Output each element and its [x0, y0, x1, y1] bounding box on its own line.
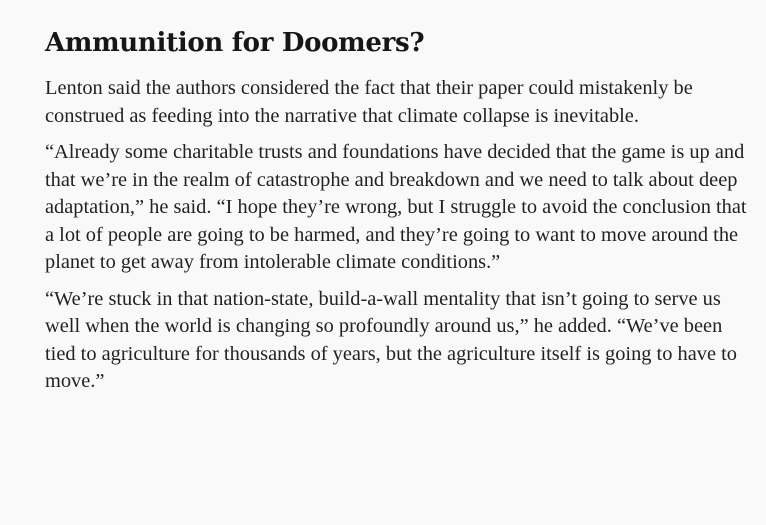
article-section: Ammunition for Doomers? Lenton said the … — [45, 26, 755, 405]
section-heading: Ammunition for Doomers? — [45, 28, 425, 58]
article-paragraph: Lenton said the authors considered the f… — [45, 77, 693, 127]
article-paragraph: “Already some charitable trusts and foun… — [45, 141, 747, 273]
article-paragraph: “We’re stuck in that nation-state, build… — [45, 287, 737, 393]
